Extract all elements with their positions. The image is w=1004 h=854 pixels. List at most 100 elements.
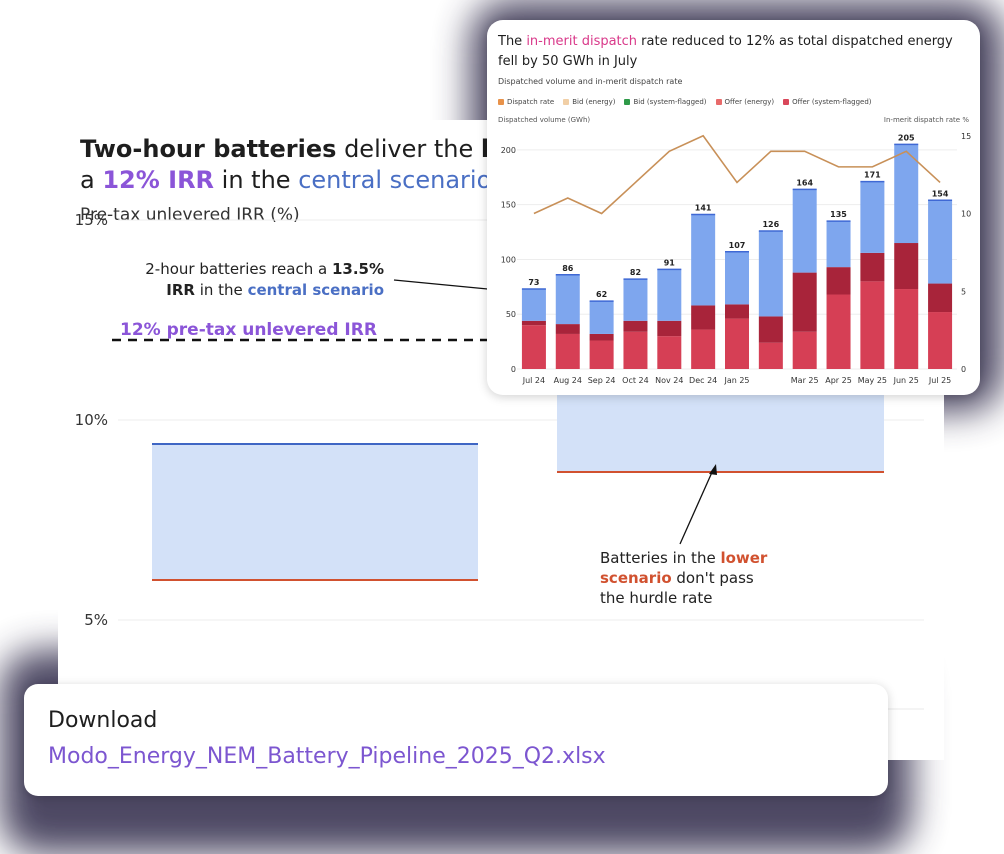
bar-total-label: 91 <box>664 258 676 267</box>
bar-offer-energy <box>928 283 953 313</box>
bar-offer-energy <box>691 305 716 330</box>
bar-bid-energy <box>555 274 580 325</box>
bar-offer-system <box>623 331 648 369</box>
bar-offer-system <box>725 318 749 369</box>
y2-tick-label: 15 <box>961 132 971 141</box>
title-bold-part: Two-hour batteries <box>80 135 337 163</box>
dispatch-y-axis-label: Dispatched volume (GWh) <box>498 116 590 124</box>
x-tick-label: Aug 24 <box>554 376 582 385</box>
annotation-bottom-line2: scenario don't pass <box>600 569 754 587</box>
title-highlight-dispatch: in-merit dispatch <box>526 34 638 49</box>
bar-offer-system <box>928 312 953 369</box>
y-tick-label: 100 <box>501 255 516 264</box>
bar-total-label: 141 <box>695 204 712 213</box>
x-tick-label: Oct 24 <box>622 376 649 385</box>
title-part: deliver the <box>336 135 481 163</box>
x-tick-label: Nov 24 <box>655 376 683 385</box>
dispatch-chart-plot: Dispatched volume (GWh) In-merit dispatc… <box>498 116 971 385</box>
legend-swatch <box>563 99 570 105</box>
bar-offer-energy <box>521 320 546 326</box>
y-tick-label: 0 <box>511 365 516 374</box>
bar-bid-energy <box>826 221 851 268</box>
dispatch-legend: Dispatch rate Bid (energy) Bid (system-f… <box>498 98 872 106</box>
x-tick-label: Jul 24 <box>522 376 545 385</box>
bar-offer-energy <box>623 320 648 332</box>
bar-offer-energy <box>589 333 614 341</box>
bar-total-label: 126 <box>762 220 779 229</box>
bar-offer-system <box>826 294 851 369</box>
bar-offer-system <box>589 340 614 369</box>
annotation-top-line2: IRR in the central scenario <box>166 281 384 299</box>
x-tick-label: Sep 24 <box>588 376 616 385</box>
bar-total-label: 62 <box>596 290 607 299</box>
bar-total-label: 164 <box>796 178 813 187</box>
bar-total-label: 154 <box>932 189 949 198</box>
annotation-bottom-line3: the hurdle rate <box>600 589 712 607</box>
legend-swatch <box>783 99 790 105</box>
bar-total-label: 82 <box>630 268 641 277</box>
legend-swatch <box>498 99 504 105</box>
irr-chart-title: Two-hour batteries deliver the hi a 12% … <box>80 134 940 196</box>
bar-bid-energy <box>792 189 817 273</box>
bar-bid-energy <box>657 269 682 321</box>
x-tick-label: May 25 <box>858 376 887 385</box>
x-tick-label: Apr 25 <box>825 376 852 385</box>
bar-offer-energy <box>894 243 919 290</box>
title-part: a <box>80 166 103 194</box>
download-card: Download Modo_Energy_NEM_Battery_Pipelin… <box>24 684 888 796</box>
bar-bid-energy <box>928 200 953 284</box>
y2-tick-label: 5 <box>961 287 966 296</box>
bar-total-label: 86 <box>562 264 574 273</box>
dispatch-rate-line <box>533 134 941 215</box>
bar-total-label: 107 <box>729 241 746 250</box>
x-tick-label: Jul 25 <box>928 376 951 385</box>
bar-total-label: 205 <box>898 133 915 142</box>
title-highlight-irr: 12% IRR <box>102 166 215 194</box>
bar-offer-system <box>555 333 580 369</box>
y-tick-label: 150 <box>501 201 516 210</box>
bar-offer-system <box>758 342 783 369</box>
y-tick-label: 5% <box>84 611 108 629</box>
legend-item: Offer (system-flagged) <box>783 98 872 106</box>
bar-bid-energy <box>691 214 716 306</box>
bar-offer-energy <box>555 324 580 334</box>
title-part: in the <box>214 166 299 194</box>
bar-offer-system <box>894 289 919 369</box>
legend-item: Bid (energy) <box>563 98 615 106</box>
annotation-bottom-line1: Batteries in the lower <box>600 549 768 567</box>
download-file-link[interactable]: Modo_Energy_NEM_Battery_Pipeline_2025_Q2… <box>48 744 606 769</box>
dispatch-chart-card: The in-merit dispatch rate reduced to 12… <box>487 20 980 395</box>
title-highlight-scenario: central scenario <box>298 166 492 194</box>
bar-offer-energy <box>657 320 682 337</box>
dispatch-chart-subtitle: Dispatched volume and in-merit dispatch … <box>498 77 683 86</box>
hurdle-label: 12% pre-tax unlevered IRR <box>120 320 377 340</box>
annotation-bottom-arrowhead <box>709 464 717 475</box>
bar-offer-system <box>792 331 817 369</box>
legend-swatch <box>624 99 631 105</box>
annotation-top-line1: 2-hour batteries reach a 13.5% <box>145 260 384 278</box>
bar-offer-energy <box>792 272 817 332</box>
y2-tick-label: 0 <box>961 365 966 374</box>
y-tick-label: 10% <box>75 411 108 429</box>
bar-offer-system <box>860 281 885 369</box>
legend-item: Dispatch rate <box>498 98 554 106</box>
bar-bid-energy <box>623 279 648 321</box>
legend-item: Bid (system-flagged) <box>624 98 707 106</box>
bar-bid-energy <box>521 289 546 321</box>
bar-total-label: 171 <box>864 171 881 180</box>
bar-offer-energy <box>725 304 749 319</box>
y-tick-label: 200 <box>501 146 516 155</box>
download-label: Download <box>48 708 158 733</box>
bar-offer-energy <box>860 252 885 282</box>
y-tick-label: 50 <box>506 310 516 319</box>
x-tick-label: Jan 25 <box>723 376 749 385</box>
x-tick-label: Jun 25 <box>893 376 919 385</box>
x-tick-label: Dec 24 <box>689 376 717 385</box>
bar-offer-system <box>657 336 682 369</box>
bar-bid-energy <box>725 251 749 305</box>
bar-total-label: 73 <box>528 278 539 287</box>
bar-bid-energy <box>894 144 919 244</box>
bar-offer-system <box>691 329 716 369</box>
bar-bid-energy <box>860 181 885 253</box>
dispatch-y2-axis-label: In-merit dispatch rate % <box>884 116 969 124</box>
